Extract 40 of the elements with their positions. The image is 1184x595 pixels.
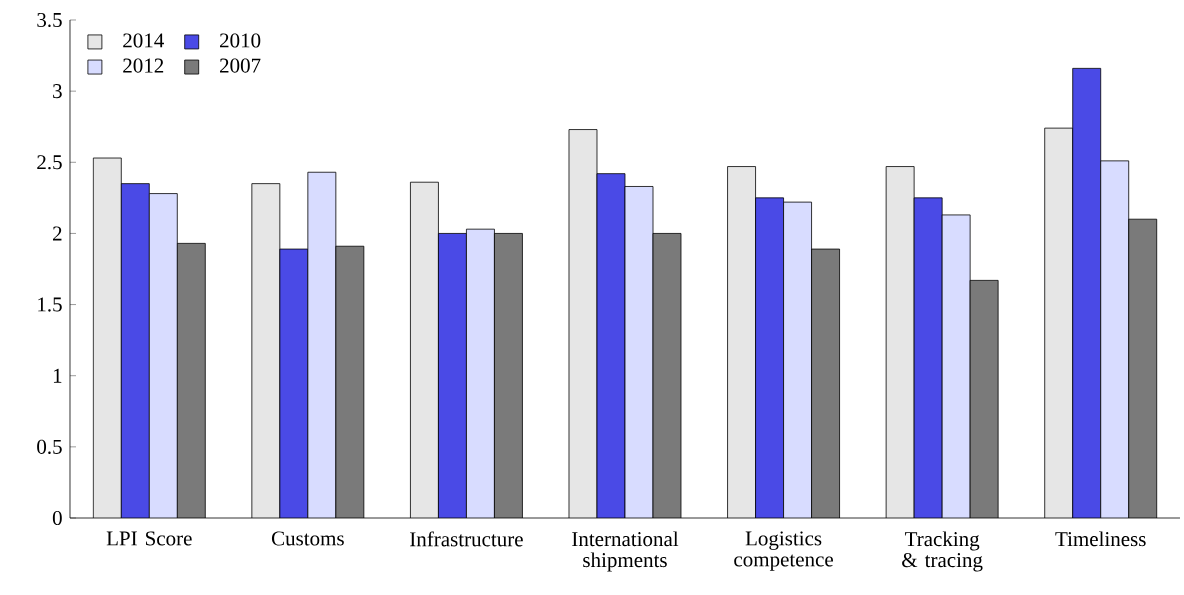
bar: [121, 183, 150, 518]
bar: [438, 233, 467, 518]
y-tick-label: 3.5: [37, 12, 62, 28]
bar: [596, 173, 625, 518]
y-tick-label: 2: [53, 226, 62, 241]
bar: [653, 233, 681, 518]
bar: [811, 249, 840, 518]
bar: [914, 197, 943, 518]
bar: [783, 202, 812, 518]
x-tick-label: Customs: [271, 531, 344, 546]
y-tick-label: 2.5: [37, 155, 62, 170]
bar: [494, 233, 523, 518]
legend-label: 2012: [123, 58, 164, 73]
bar: [625, 186, 653, 518]
x-tick-label: LPI Score: [106, 531, 192, 546]
x-tick-label: Logistics competence: [734, 531, 833, 571]
legend-label: 2014: [123, 33, 164, 48]
bar: [149, 193, 178, 518]
x-tick-label: Infrastructure: [410, 531, 523, 547]
y-tick-label: 3: [53, 84, 62, 99]
bar: [307, 172, 336, 518]
y-tick-label: 0.5: [37, 439, 62, 454]
x-tick-label: International shipments: [572, 531, 679, 572]
bar: [279, 249, 308, 518]
bar: [466, 229, 495, 518]
bar: [1128, 218, 1158, 518]
legend-label: 2007: [220, 58, 261, 73]
legend-label: 2010: [220, 33, 261, 48]
y-tick-label: 1: [53, 368, 62, 383]
y-tick-label: 1.5: [38, 297, 62, 312]
bar: [942, 214, 971, 518]
x-tick-label: Timeliness: [1055, 531, 1146, 547]
bar: [335, 246, 364, 518]
bar: [1100, 160, 1130, 518]
bar: [177, 243, 206, 518]
y-tick-label: 0: [52, 510, 62, 526]
bar: [755, 197, 784, 518]
bar: [970, 280, 999, 518]
x-tick-label: Tracking & tracing: [902, 531, 983, 572]
bar: [1072, 67, 1102, 518]
